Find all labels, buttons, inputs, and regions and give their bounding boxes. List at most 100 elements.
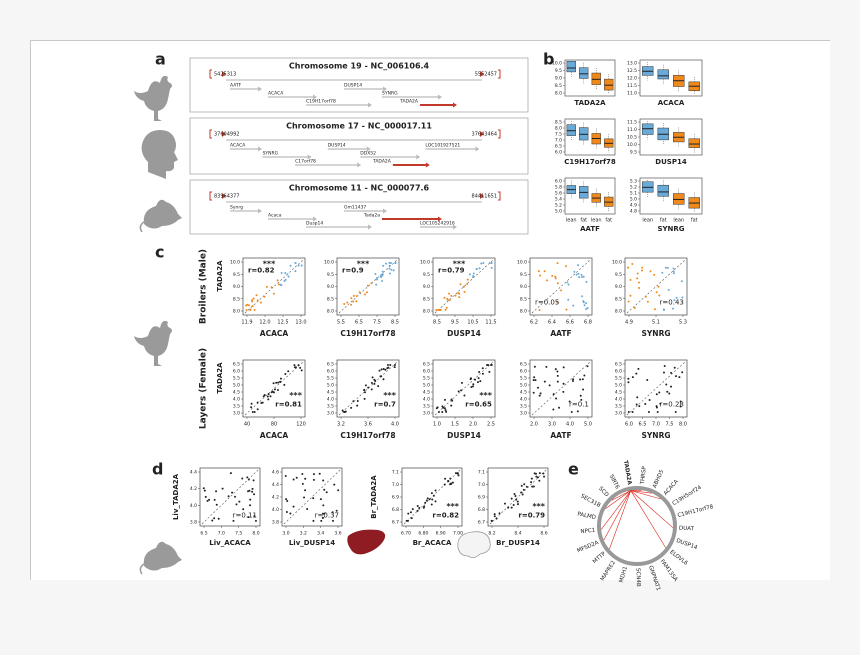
point	[430, 492, 433, 495]
point	[656, 410, 659, 413]
point	[580, 275, 583, 278]
gene-label: TADA2A	[372, 159, 392, 165]
point	[668, 392, 671, 395]
y-tick-label: 10.0	[552, 61, 562, 67]
x-tick-label: 11.5	[485, 320, 496, 326]
y-tick-label: 4.2	[190, 486, 197, 492]
x-tick-label: 6.90	[436, 531, 446, 537]
point	[662, 371, 665, 374]
point	[555, 397, 558, 400]
y-tick-label: 6.0	[423, 369, 430, 375]
point	[457, 390, 460, 393]
point	[251, 305, 254, 308]
x-tick-label: 80	[271, 422, 277, 428]
point	[380, 375, 383, 378]
point	[301, 482, 304, 485]
point	[493, 515, 496, 518]
point	[538, 479, 541, 482]
y-tick-label: 11.0	[627, 91, 637, 97]
x-tick-label: 4.0	[391, 422, 399, 428]
gene-label: DUSP14	[328, 143, 346, 149]
point	[286, 500, 289, 503]
point	[675, 375, 678, 378]
point	[253, 515, 256, 518]
point	[409, 511, 412, 514]
fit-line	[244, 259, 304, 314]
fit-line	[531, 361, 591, 416]
point	[458, 296, 461, 299]
point	[556, 301, 559, 304]
y-tick-label: 4.0	[615, 397, 622, 403]
x-tick-label: 6.6	[566, 320, 574, 326]
point	[567, 283, 570, 286]
point	[533, 365, 536, 368]
point	[292, 505, 295, 508]
point	[441, 410, 444, 413]
y-tick-label: 9.5	[555, 68, 562, 74]
group-label: lean	[566, 218, 577, 224]
box	[688, 138, 700, 148]
point	[202, 487, 205, 490]
y-tick-label: 6.0	[615, 369, 622, 375]
y-tick-label: 5.2	[630, 185, 637, 191]
box	[604, 78, 614, 91]
point	[538, 472, 541, 475]
point	[658, 391, 661, 394]
bracket-arrow	[480, 71, 484, 77]
x-tick-label: 12.0	[259, 320, 270, 326]
point	[269, 395, 272, 398]
point	[364, 384, 367, 387]
y-tick-label: 10.0	[230, 260, 240, 266]
gene-label: C19H17orf78	[306, 99, 336, 105]
human-icon	[141, 130, 178, 179]
point	[556, 282, 559, 285]
liver-icon	[347, 529, 386, 555]
x-tick-label: 8.5	[391, 320, 399, 326]
point	[673, 299, 676, 302]
y-tick-label: 12.0	[627, 76, 637, 82]
plot-title: ACACA	[658, 99, 685, 107]
y-tick-label: 5.0	[233, 383, 240, 389]
panel-label: d	[152, 460, 163, 479]
point	[562, 390, 565, 393]
x-tick-label: 4.9	[625, 320, 633, 326]
point	[377, 385, 380, 388]
r-value: r=0.05	[535, 298, 559, 306]
point	[378, 369, 381, 372]
y-tick-label: 5.6	[555, 191, 562, 197]
gene-label: Tada2a	[363, 213, 380, 219]
point	[249, 504, 252, 507]
y-tick-label: 10.0	[324, 260, 334, 266]
point	[648, 398, 651, 401]
point	[250, 406, 253, 409]
group-label: fat	[660, 218, 667, 224]
point	[393, 364, 396, 367]
x-tick-label: 7.0	[218, 531, 225, 537]
link	[605, 490, 631, 510]
point	[390, 268, 393, 271]
y-tick-label: 8.5	[555, 120, 562, 126]
point	[215, 503, 218, 506]
gene-arrow	[307, 154, 312, 160]
point	[556, 380, 559, 383]
bracket	[209, 129, 212, 139]
point	[365, 291, 368, 294]
r-value: r=0.81	[275, 400, 302, 408]
point	[655, 393, 658, 396]
y-tick-label: 10.0	[517, 260, 527, 266]
x-tick-label: 7.5	[373, 320, 381, 326]
point	[272, 382, 275, 385]
point	[350, 303, 353, 306]
point	[537, 270, 540, 273]
y-tick-label: 4.0	[423, 397, 430, 403]
point	[275, 381, 278, 384]
point	[582, 301, 585, 304]
point	[364, 391, 367, 394]
point	[655, 291, 658, 294]
point	[380, 368, 383, 371]
point	[552, 393, 555, 396]
gene-label: DUAT	[679, 526, 695, 533]
point	[444, 477, 447, 480]
y-tick-label: 5.5	[520, 376, 527, 382]
y-tick-label: 9.0	[233, 284, 240, 290]
